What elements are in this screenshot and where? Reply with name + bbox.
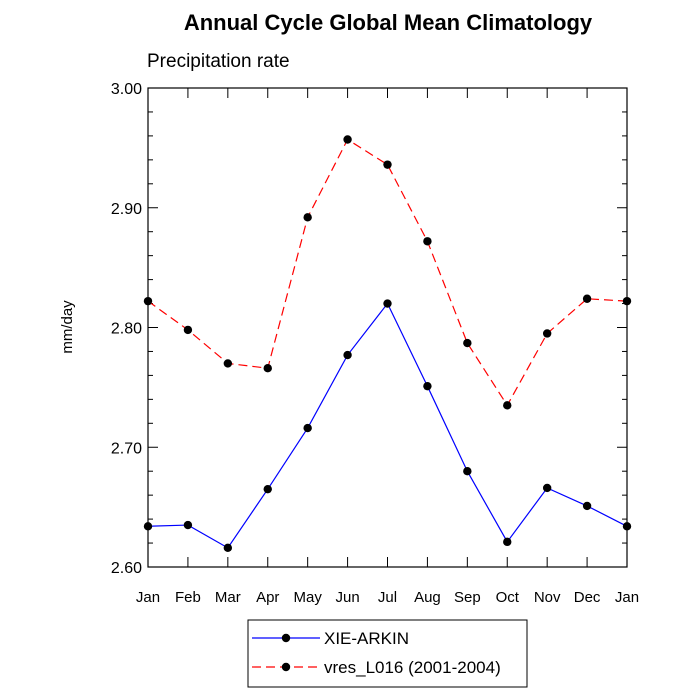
y-tick-label: 2.80 [111,321,142,338]
series-1-point [263,364,272,373]
series-0-point [303,423,312,433]
y-tick-label: 2.70 [111,440,142,457]
series-1-point [423,237,432,246]
series-line-1 [147,138,628,407]
x-tick-label: Jan [136,589,160,606]
x-ticks: Jan Feb Mar Apr May Jun Jul Aug Sep Oct Nov Dec Jan [136,88,639,606]
plot-frame [147,87,628,568]
x-tick-label: Jun [335,589,359,606]
series-0-point [383,299,392,308]
x-tick-label: Mar [215,589,241,606]
legend-box [247,619,528,688]
series-0-point [143,522,153,531]
y-tick-label: 2.60 [111,560,142,577]
series-1-point [383,160,392,169]
series-0-point [223,543,233,553]
plot-border [147,87,628,568]
x-tick-label: Jan [615,589,639,606]
series-1-point [622,296,632,306]
x-tick-label: May [293,589,322,606]
series-1-point [582,294,592,303]
legend-swatch-marker [281,662,291,672]
series-0-point [622,522,632,531]
series-0-point [263,484,272,494]
series-1-point [143,296,153,306]
series-0-point [503,537,512,547]
series-0-point [542,483,552,493]
y-tick-label: 2.90 [111,201,142,218]
series-0-point [343,350,352,360]
x-tick-label: Aug [414,589,441,606]
x-tick-label: Dec [574,589,601,606]
legend-entry-label: XIE-ARKIN [324,629,409,648]
series-0-point [183,520,193,530]
series-0-point [463,467,472,476]
legend: XIE-ARKIN vres_L016 (2001-2004) [247,619,528,688]
series-0-point [423,381,432,391]
series-1-point [463,338,472,348]
x-tick-label: Oct [496,589,520,606]
x-tick-label: Jul [378,589,397,606]
x-tick-label: Sep [454,589,481,606]
legend-entry-label: vres_L016 (2001-2004) [324,658,501,677]
series-1-point [183,325,193,335]
series-0-point [582,501,592,511]
series-1-point [503,401,512,410]
x-tick-label: Apr [256,589,279,606]
series-1-point [542,329,552,338]
series-line-0 [147,302,628,549]
series-1-point [223,359,233,368]
chart-subtitle: Precipitation rate [147,51,290,72]
series-1-point [343,135,352,144]
y-axis-label: mm/day [59,300,76,354]
legend-swatch-marker [281,633,291,643]
x-tick-label: Feb [175,589,201,606]
chart-title: Annual Cycle Global Mean Climatology [184,10,593,35]
series-1-point [303,213,312,222]
x-tick-label: Nov [534,589,561,606]
y-tick-label: 3.00 [111,81,142,98]
series-layer [143,135,632,553]
